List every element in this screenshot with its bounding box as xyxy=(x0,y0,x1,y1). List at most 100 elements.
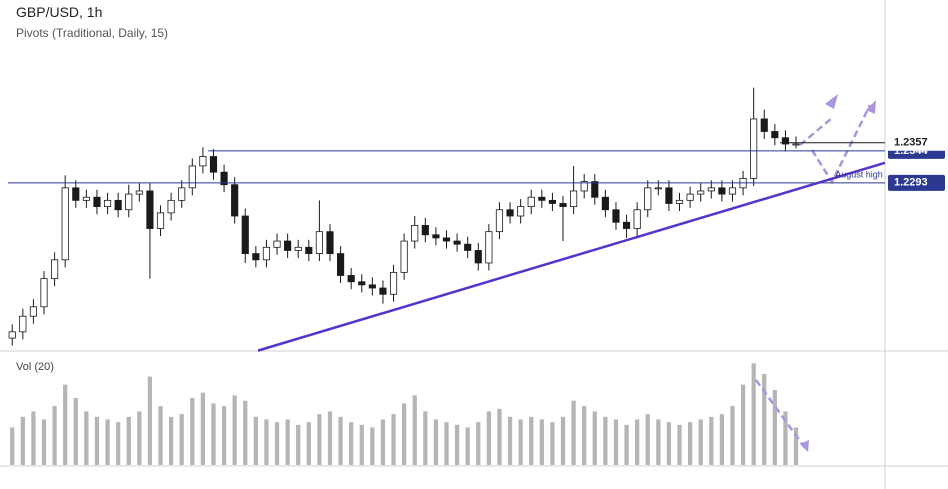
candle-body xyxy=(284,240,292,251)
volume-bar xyxy=(243,400,248,465)
candle-body xyxy=(114,199,122,211)
candle-body xyxy=(209,156,218,173)
candle-body xyxy=(464,243,472,251)
chart-subtitle: Pivots (Traditional, Daily, 15) xyxy=(16,26,168,40)
candle-body xyxy=(8,331,16,339)
volume-bar xyxy=(200,392,206,465)
volume-bar xyxy=(709,416,714,465)
volume-bar xyxy=(190,398,195,465)
volume-bar xyxy=(317,414,322,465)
volume-bar xyxy=(687,422,693,465)
candle-body xyxy=(453,240,461,245)
candle-body xyxy=(188,165,196,189)
volume-bar xyxy=(211,403,216,465)
candle-body xyxy=(368,284,376,289)
volume-bar xyxy=(751,363,756,465)
candle-body xyxy=(591,181,599,198)
volume-bar xyxy=(730,406,735,465)
volume-bar xyxy=(645,414,650,465)
candle-body xyxy=(125,193,133,211)
candle-body xyxy=(262,246,271,261)
volume-bar xyxy=(306,422,311,465)
candle-body xyxy=(167,199,175,214)
volume-bar xyxy=(94,416,100,465)
level-badge xyxy=(888,174,945,191)
trendline xyxy=(257,161,886,352)
candle-body xyxy=(400,240,408,273)
volume-bar xyxy=(560,416,566,465)
volume-bar xyxy=(179,414,184,465)
volume-bar xyxy=(444,422,449,465)
candle-body xyxy=(675,199,684,204)
candle-body xyxy=(40,278,48,308)
volume-bar xyxy=(550,422,555,465)
candle-body xyxy=(51,259,59,280)
volume-bar xyxy=(624,424,629,465)
arrow-head xyxy=(825,94,838,109)
candle-body xyxy=(389,271,398,295)
candle-body xyxy=(294,246,302,251)
candle-body xyxy=(252,253,260,261)
candle-body xyxy=(305,246,313,254)
candle-body xyxy=(527,196,535,208)
arrow xyxy=(810,104,872,185)
volume-bar xyxy=(465,427,470,465)
candle-body xyxy=(517,206,525,217)
volume-bar xyxy=(274,422,280,465)
volume-bar xyxy=(529,416,534,465)
candle-body xyxy=(728,187,737,195)
volume-bar xyxy=(31,411,36,465)
candle-body xyxy=(442,237,451,242)
candle-body xyxy=(199,156,207,167)
candle-body xyxy=(103,199,112,208)
candle-body xyxy=(580,181,588,192)
volume-bar xyxy=(571,400,576,465)
candle-body xyxy=(792,143,800,146)
marks xyxy=(8,87,800,465)
volume-bar xyxy=(221,406,227,465)
volume-bar xyxy=(338,416,343,465)
candle-body xyxy=(135,190,143,195)
volume-bar xyxy=(592,411,597,465)
candle-body xyxy=(19,315,27,333)
volume-bar xyxy=(391,414,396,465)
volume-bar xyxy=(73,398,78,465)
arrow xyxy=(754,379,807,449)
volume-bar xyxy=(137,411,142,465)
candle-body xyxy=(644,187,652,211)
volume-bar xyxy=(656,419,661,465)
arrow-heads xyxy=(800,94,876,452)
candle-body xyxy=(347,275,355,283)
candle-body xyxy=(718,187,726,195)
candle-body xyxy=(612,209,620,223)
candle-body xyxy=(220,171,228,186)
volume-bar xyxy=(20,416,25,465)
volume-bar xyxy=(327,411,333,465)
candle-body xyxy=(231,184,239,217)
volume-bar xyxy=(635,419,640,465)
arrow xyxy=(799,117,833,146)
candle-body xyxy=(178,187,186,201)
volume-bar xyxy=(762,373,767,465)
candle-body xyxy=(156,212,165,229)
annotation: August high xyxy=(835,170,883,180)
volume-bar xyxy=(497,408,502,465)
candle-body xyxy=(686,193,694,201)
candle-body xyxy=(326,231,334,254)
volume-bar xyxy=(476,422,481,465)
candle-body xyxy=(559,203,567,208)
arrow-head xyxy=(866,100,876,114)
volume-bar xyxy=(412,395,417,465)
volume-bar xyxy=(253,416,258,465)
candle-body xyxy=(495,209,504,233)
candle-body xyxy=(538,196,546,201)
candle-body xyxy=(29,306,37,317)
candle-body xyxy=(82,196,90,201)
volume-bar xyxy=(10,427,15,465)
volume-bar xyxy=(454,424,460,465)
volume-bar xyxy=(740,384,746,465)
candle-body xyxy=(411,225,419,242)
last-price-badge xyxy=(888,134,945,151)
